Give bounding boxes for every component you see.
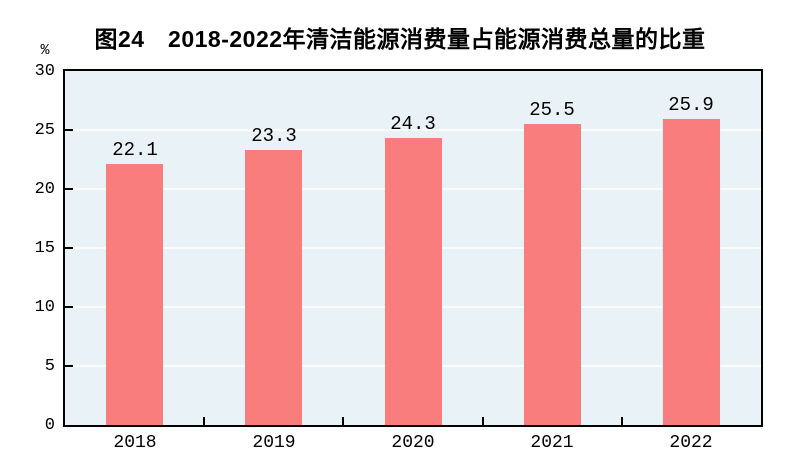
value-label-2021: 25.5 xyxy=(529,99,575,121)
y-axis-tick-label-10: 10 xyxy=(34,298,55,317)
y-axis-tick-label-15: 15 xyxy=(34,239,55,258)
x-axis-label-2019: 2019 xyxy=(252,433,296,453)
value-label-2019: 23.3 xyxy=(251,125,297,147)
bar-2020 xyxy=(385,138,442,425)
y-axis-tick-label-5: 5 xyxy=(44,357,55,376)
y-axis-tick-label-20: 20 xyxy=(34,180,55,199)
y-axis-tick-label-25: 25 xyxy=(34,121,55,140)
y-axis-tick-25 xyxy=(65,129,73,131)
y-axis-tick-15 xyxy=(65,247,73,249)
bar-2022 xyxy=(663,119,720,425)
chart-title: 图24 2018-2022年清洁能源消费量占能源消费总量的比重 xyxy=(94,26,706,52)
bar-2021 xyxy=(524,124,581,425)
x-axis-boundary-tick-2 xyxy=(342,417,345,425)
plot-area xyxy=(63,69,763,427)
x-axis-boundary-tick-3 xyxy=(481,417,484,425)
x-axis-boundary-tick-1 xyxy=(203,417,206,425)
value-label-2018: 22.1 xyxy=(112,139,158,161)
y-axis-tick-label-0: 0 xyxy=(44,416,55,435)
y-axis-tick-20 xyxy=(65,188,73,190)
y-axis-unit-label: % xyxy=(40,42,50,59)
y-axis-tick-10 xyxy=(65,306,73,308)
x-axis-label-2021: 2021 xyxy=(530,433,574,453)
value-label-2020: 24.3 xyxy=(390,113,436,135)
x-axis-label-2018: 2018 xyxy=(113,433,157,453)
x-axis-boundary-tick-4 xyxy=(620,417,623,425)
x-axis-label-2020: 2020 xyxy=(391,433,435,453)
y-axis-tick-5 xyxy=(65,365,73,367)
bar-2018 xyxy=(106,164,163,425)
x-axis-label-2022: 2022 xyxy=(669,433,713,453)
gridline-y-25 xyxy=(65,129,761,131)
y-axis-tick-label-30: 30 xyxy=(34,62,55,81)
bar-2019 xyxy=(245,150,302,425)
value-label-2022: 25.9 xyxy=(668,94,714,116)
